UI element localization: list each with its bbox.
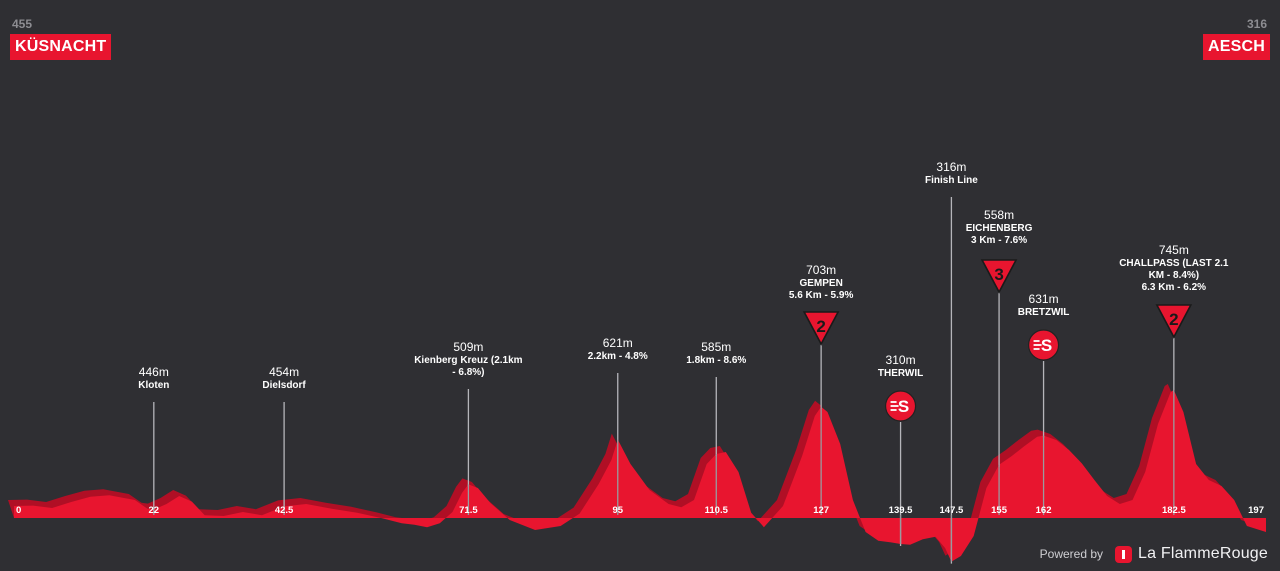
finish-altitude: 316 (1246, 17, 1267, 31)
elevation-profile-area (14, 390, 1266, 562)
poi-name: Dielsdorf (262, 380, 306, 391)
start-altitude: 455 (12, 17, 33, 31)
km-tick-label: 127 (813, 505, 829, 516)
poi-name-cont: KM - 8.4%) (1149, 270, 1200, 281)
poi-altitude: 310m (886, 353, 916, 367)
poi-altitude: 585m (701, 340, 731, 354)
poi-altitude: 446m (139, 365, 169, 379)
climb-category-marker-icon: 2 (1155, 304, 1193, 339)
svg-text:S: S (898, 397, 909, 416)
poi-name: CHALLPASS (LAST 2.1 (1119, 258, 1229, 269)
poi-altitude: 454m (269, 365, 299, 379)
km-tick-label: 162 (1036, 505, 1052, 516)
poi-name: BRETZWIL (1018, 307, 1070, 318)
poi-altitude: 509m (453, 340, 483, 354)
sprint-marker-icon: S (1027, 329, 1060, 361)
poi-detail: - 6.8%) (452, 367, 484, 378)
km-tick-label: 95 (612, 505, 623, 516)
poi-altitude: 316m (936, 160, 966, 174)
poi-altitude: 631m (1029, 292, 1059, 306)
poi-name: Finish Line (925, 175, 978, 186)
poi-name: Kloten (138, 380, 169, 391)
poi-detail: 6.3 Km - 6.2% (1142, 282, 1207, 293)
poi-name: EICHENBERG (966, 223, 1033, 234)
svg-text:3: 3 (994, 265, 1003, 284)
km-tick-label: 147.5 (940, 505, 964, 516)
poi-detail: 3 Km - 7.6% (971, 235, 1027, 246)
poi-detail: 5.6 Km - 5.9% (789, 290, 854, 301)
svg-text:S: S (1041, 336, 1052, 355)
sprint-marker-icon: S (884, 390, 917, 422)
km-tick-label: 155 (991, 505, 1008, 516)
poi-altitude: 703m (806, 263, 836, 277)
poi-name: THERWIL (878, 368, 923, 379)
poi-name: Kienberg Kreuz (2.1km (414, 355, 522, 366)
svg-text:2: 2 (1169, 310, 1178, 329)
poi-altitude: 621m (603, 336, 633, 350)
km-tick-label: 197 (1248, 505, 1264, 516)
footer-credit: Powered by La FlammeRouge (1040, 545, 1268, 563)
poi-name: GEMPEN (799, 278, 842, 289)
km-tick-label: 71.5 (459, 505, 478, 516)
svg-text:2: 2 (816, 317, 825, 336)
flamme-rouge-logo-icon (1115, 545, 1133, 563)
poi-name: 2.2km - 4.8% (588, 351, 648, 362)
climb-category-marker-icon: 2 (802, 311, 840, 346)
km-tick-label: 110.5 (705, 505, 729, 516)
powered-by-text: Powered by (1039, 547, 1104, 561)
poi-altitude: 558m (984, 208, 1014, 222)
finish-city-badge: AESCH (1202, 34, 1270, 60)
km-tick-label: 182.5 (1162, 505, 1186, 516)
km-tick-label: 139.5 (889, 505, 913, 516)
poi-altitude: 745m (1159, 243, 1189, 257)
climb-category-marker-icon: 3 (980, 259, 1018, 294)
km-tick-label: 0 (16, 505, 21, 516)
km-tick-label: 22 (149, 505, 160, 516)
brand-name: La FlammeRouge (1138, 545, 1268, 562)
km-tick-label: 42.5 (275, 505, 294, 516)
start-city-badge: KÜSNACHT (10, 34, 112, 60)
poi-name: 1.8km - 8.6% (686, 355, 746, 366)
